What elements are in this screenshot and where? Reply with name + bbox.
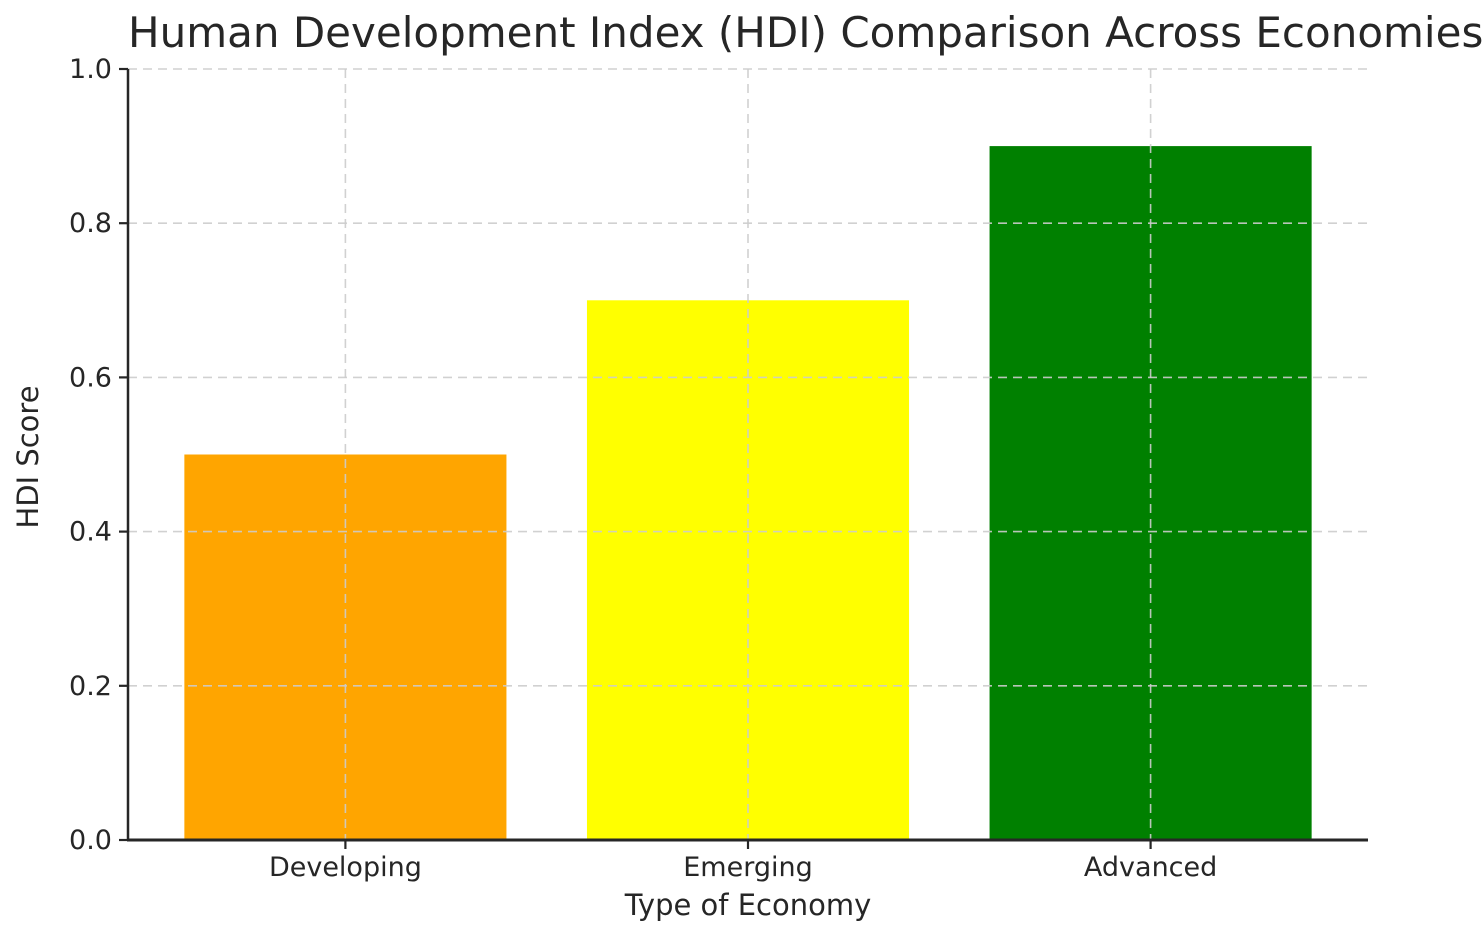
y-tick-label-0.4: 0.4: [69, 517, 112, 548]
x-tick-label-advanced: Advanced: [1084, 852, 1217, 883]
y-tick-label-0.6: 0.6: [69, 362, 112, 393]
x-tick-label-developing: Developing: [269, 852, 422, 883]
x-axis-label: Type of Economy: [624, 888, 872, 922]
y-tick-label-0.8: 0.8: [69, 208, 112, 239]
y-tick-label-0.0: 0.0: [69, 825, 112, 856]
y-tick-label-0.2: 0.2: [69, 671, 112, 702]
y-tick-label-1.0: 1.0: [69, 54, 112, 85]
chart-title: Human Development Index (HDI) Comparison…: [128, 8, 1484, 57]
x-tick-label-emerging: Emerging: [683, 852, 813, 883]
